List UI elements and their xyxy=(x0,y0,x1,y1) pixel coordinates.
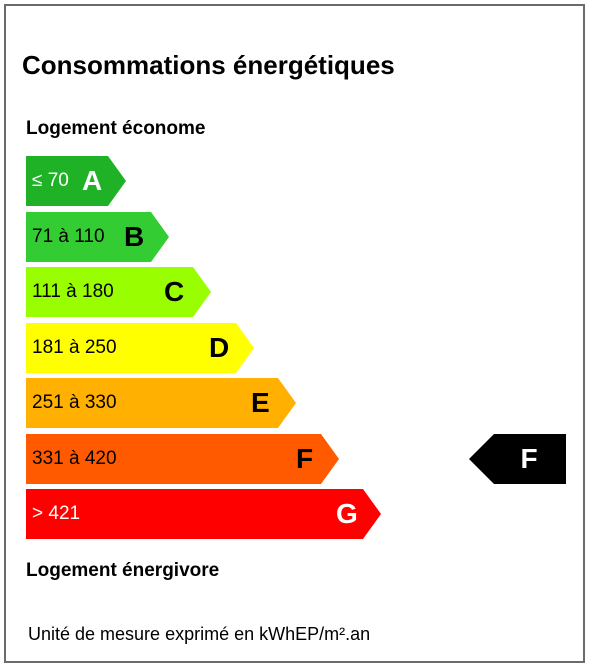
energy-class-arrow-f xyxy=(26,434,339,484)
energy-class-bar-g: > 421 G xyxy=(26,489,381,539)
energy-class-arrow-a xyxy=(26,156,126,206)
energy-class-letter: A xyxy=(82,165,103,196)
energy-class-bar-d: 181 à 250 D xyxy=(26,323,254,373)
energy-hungry-housing-label: Logement énergivore xyxy=(26,560,220,581)
label-title: Consommations énergétiques xyxy=(22,50,395,80)
energy-class-arrow-g xyxy=(26,489,381,539)
energy-class-letter: E xyxy=(251,387,270,418)
energy-class-letter: F xyxy=(296,443,314,474)
energy-class-range: 71 à 110 xyxy=(32,226,105,247)
energy-class-range: > 421 xyxy=(32,503,81,524)
energy-class-letter: C xyxy=(164,276,185,307)
energy-class-arrow-d xyxy=(26,323,254,373)
energy-class-bar-b: 71 à 110 B xyxy=(26,212,169,262)
energy-class-range: 331 à 420 xyxy=(32,448,117,469)
energy-class-arrow-c xyxy=(26,267,211,317)
energy-class-letter: D xyxy=(209,332,230,363)
energy-class-arrow-b xyxy=(26,212,169,262)
energy-class-range: 111 à 180 xyxy=(32,281,114,302)
energy-class-bar-f: 331 à 420 F xyxy=(26,434,339,484)
energy-class-range: 181 à 250 xyxy=(32,337,117,358)
current-class-letter: F xyxy=(520,443,538,474)
marker-arrow-shape xyxy=(469,434,566,484)
energy-class-bar-a: ≤ 70 A xyxy=(26,156,126,206)
energy-class-letter: B xyxy=(124,221,145,252)
energy-class-arrow-e xyxy=(26,378,296,428)
energy-class-bar-e: 251 à 330 E xyxy=(26,378,296,428)
current-class-marker: F xyxy=(469,434,566,484)
energy-class-letter: G xyxy=(336,498,358,529)
efficient-housing-label: Logement économe xyxy=(26,118,206,139)
energy-class-range: 251 à 330 xyxy=(32,392,117,413)
unit-of-measure-note: Unité de mesure exprimé en kWhEP/m².an xyxy=(28,624,371,644)
energy-class-bar-c: 111 à 180 C xyxy=(26,267,211,317)
energy-class-range: ≤ 70 xyxy=(32,170,69,191)
